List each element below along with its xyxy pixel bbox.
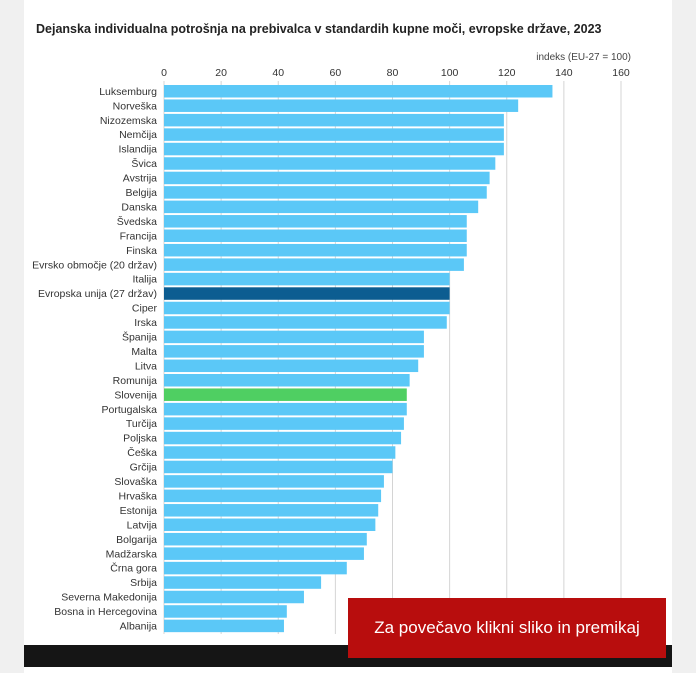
bar[interactable] [164,345,424,358]
bar[interactable] [164,99,519,112]
category-label: Bosna in Hercegovina [54,606,157,618]
category-label: Slovenija [114,389,157,401]
category-label: Nemčija [119,129,157,141]
category-label: Danska [121,201,157,213]
bar[interactable] [164,532,367,546]
category-label: Albanija [120,621,158,633]
bar[interactable] [164,475,384,488]
x-tick-label: 160 [612,67,630,79]
bar[interactable] [164,576,322,589]
bar[interactable] [164,301,450,315]
x-axis-unit-label: indeks (EU-27 = 100) [536,52,631,63]
x-tick-label: 120 [498,67,516,79]
bar[interactable] [164,388,407,401]
bar[interactable] [164,272,450,286]
category-label: Malta [131,346,157,358]
bar[interactable] [164,215,467,228]
bars [164,85,553,633]
x-tick-label: 20 [215,67,227,79]
zoom-hint-banner[interactable]: Za povečavo klikni sliko in premikaj [348,598,666,658]
bar[interactable] [164,489,382,503]
category-label: Irska [134,317,157,329]
x-tick-label: 0 [161,67,167,79]
category-label: Črna gora [110,562,157,575]
category-label: Islandija [118,144,157,156]
bar[interactable] [164,128,504,141]
category-label: Romunija [113,375,158,387]
category-label: Srbija [130,577,157,589]
category-labels: Luksemburg Norveška Nizozemska Nemčija Islan… [32,86,157,633]
bar[interactable] [164,330,424,344]
category-label: Severna Makedonija [61,592,157,604]
category-label: Grčija [130,462,158,474]
category-label: Luksemburg [99,86,157,98]
category-label: Evropska unija (27 držav) [38,288,157,300]
category-label: Češka [127,446,157,459]
category-label: Estonija [120,505,158,517]
category-label: Španija [122,331,157,344]
x-tick-label: 40 [272,67,284,79]
category-label: Latvija [127,519,158,531]
bar[interactable] [164,157,496,170]
bar[interactable] [164,142,504,156]
bar[interactable] [164,85,553,98]
category-label: Nizozemska [100,115,157,127]
category-label: Norveška [113,100,158,112]
bar[interactable] [164,431,402,445]
category-label: Švica [131,157,157,170]
category-label: Poljska [123,433,157,445]
bar[interactable] [164,287,450,300]
category-label: Avstrija [123,173,157,185]
category-label: Turčija [126,418,157,430]
category-label: Hrvaška [118,490,157,502]
x-tick-label: 140 [555,67,573,79]
x-tick-label: 100 [441,67,459,79]
bar[interactable] [164,171,490,185]
x-axis-ticks: 0 20 40 60 80 100 120 140 160 [161,67,630,79]
bar[interactable] [164,200,479,214]
category-label: Slovaška [114,476,157,488]
bar[interactable] [164,229,467,243]
bar[interactable] [164,518,376,532]
bar[interactable] [164,504,379,517]
bar[interactable] [164,113,504,127]
bar[interactable] [164,605,287,618]
bar[interactable] [164,186,487,199]
bar[interactable] [164,619,284,633]
x-tick-label: 60 [330,67,342,79]
category-label: Litva [135,360,157,372]
chart-title: Dejanska individualna potrošnja na prebi… [36,22,602,36]
category-label: Belgija [125,187,157,199]
bar[interactable] [164,402,407,416]
category-label: Madžarska [106,548,158,560]
bar[interactable] [164,258,464,271]
category-label: Francija [120,230,158,242]
bar[interactable] [164,359,419,373]
category-label: Švedska [117,215,157,228]
bar[interactable] [164,547,364,560]
category-label: Bolgarija [116,534,157,546]
category-label: Italija [132,274,157,286]
bar[interactable] [164,590,304,604]
bar[interactable] [164,446,396,459]
category-label: Evrsko območje (20 držav) [32,259,157,271]
bar[interactable] [164,417,404,430]
bar[interactable] [164,243,467,257]
category-label: Portugalska [102,404,158,416]
x-tick-label: 80 [387,67,399,79]
category-label: Finska [126,245,157,257]
bar[interactable] [164,316,447,329]
category-label: Ciper [132,303,158,315]
bar[interactable] [164,374,410,387]
bar[interactable] [164,460,393,474]
bar[interactable] [164,561,347,575]
